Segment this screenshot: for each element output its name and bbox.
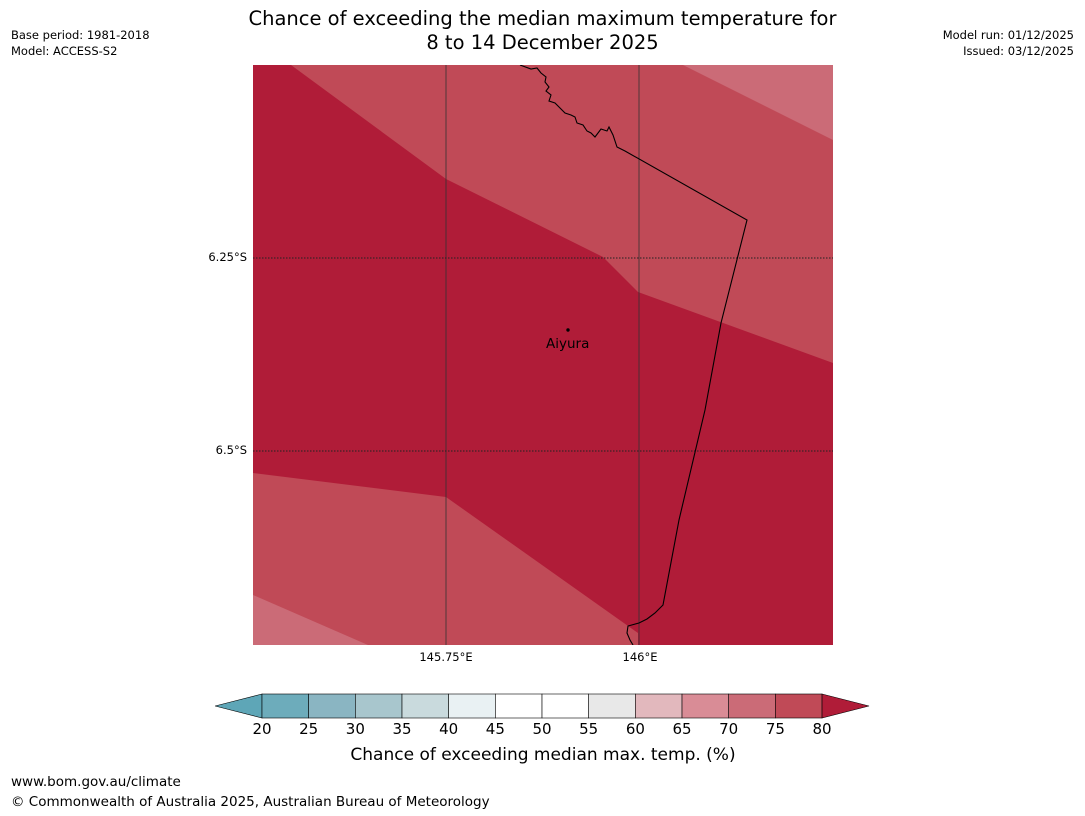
lon-label-145-75: 145.75°E	[419, 650, 473, 664]
model-run: Model run: 01/12/2025	[942, 28, 1074, 42]
colorbar-tick-label: 75	[765, 720, 785, 738]
colorbar-tick-label: 30	[345, 720, 365, 738]
colorbar-tick-label: 55	[579, 720, 599, 738]
lat-label-6-25: 6.25°S	[208, 250, 247, 264]
issued-date: Issued: 03/12/2025	[963, 44, 1074, 58]
model-name: Model: ACCESS-S2	[11, 44, 118, 58]
colorbar-tick-label: 45	[485, 720, 505, 738]
colorbar-segment	[635, 693, 683, 719]
lat-label-6-5: 6.5°S	[215, 443, 247, 457]
colorbar-segment	[541, 693, 589, 719]
band-70-75-bottom	[253, 595, 368, 645]
colorbar-tick-label: 80	[812, 720, 832, 738]
footer-copyright: © Commonwealth of Australia 2025, Austra…	[11, 794, 490, 810]
colorbar-segment	[355, 693, 403, 719]
meta-right: Model run: 01/12/2025 Issued: 03/12/2025	[943, 27, 1074, 59]
title-line-2: 8 to 14 December 2025	[426, 31, 659, 54]
band-70-75-top	[683, 65, 833, 140]
colorbar-segment	[401, 693, 449, 719]
meta-left: Base period: 1981-2018 Model: ACCESS-S2	[11, 27, 150, 59]
base-period: Base period: 1981-2018	[11, 28, 150, 42]
colorbar-segment	[588, 693, 636, 719]
colorbar-tick-label: 25	[299, 720, 319, 738]
colorbar-tick-label: 35	[392, 720, 412, 738]
colorbar-segment	[728, 693, 776, 719]
colorbar-segment	[495, 693, 543, 719]
band-75-80-bottom	[253, 473, 638, 645]
place-label: Aiyura	[546, 336, 590, 352]
border-line	[519, 65, 748, 645]
colorbar-segment	[308, 693, 356, 719]
colorbar-tick-label: 50	[532, 720, 552, 738]
forecast-map	[253, 65, 833, 645]
lon-label-146: 146°E	[622, 650, 658, 664]
title-line-1: Chance of exceeding the median maximum t…	[248, 7, 837, 30]
footer-url: www.bom.gov.au/climate	[11, 774, 181, 790]
band-75-80-top	[291, 65, 833, 363]
map-title: Chance of exceeding the median maximum t…	[0, 7, 1085, 55]
colorbar-arrow-high	[821, 693, 870, 719]
colorbar-segment	[448, 693, 496, 719]
place-marker-dot-icon	[566, 328, 570, 332]
colorbar-tick-label: 65	[672, 720, 692, 738]
colorbar-arrow-low	[215, 693, 263, 719]
colorbar-segment	[261, 693, 309, 719]
colorbar-tick-label: 70	[719, 720, 739, 738]
colorbar-label: Chance of exceeding median max. temp. (%…	[350, 745, 736, 765]
colorbar-segment	[681, 693, 729, 719]
colorbar-tick-label: 20	[252, 720, 272, 738]
colorbar	[215, 693, 870, 719]
colorbar-tick-label: 40	[439, 720, 459, 738]
colorbar-segment	[775, 693, 823, 719]
colorbar-tick-label: 60	[625, 720, 645, 738]
